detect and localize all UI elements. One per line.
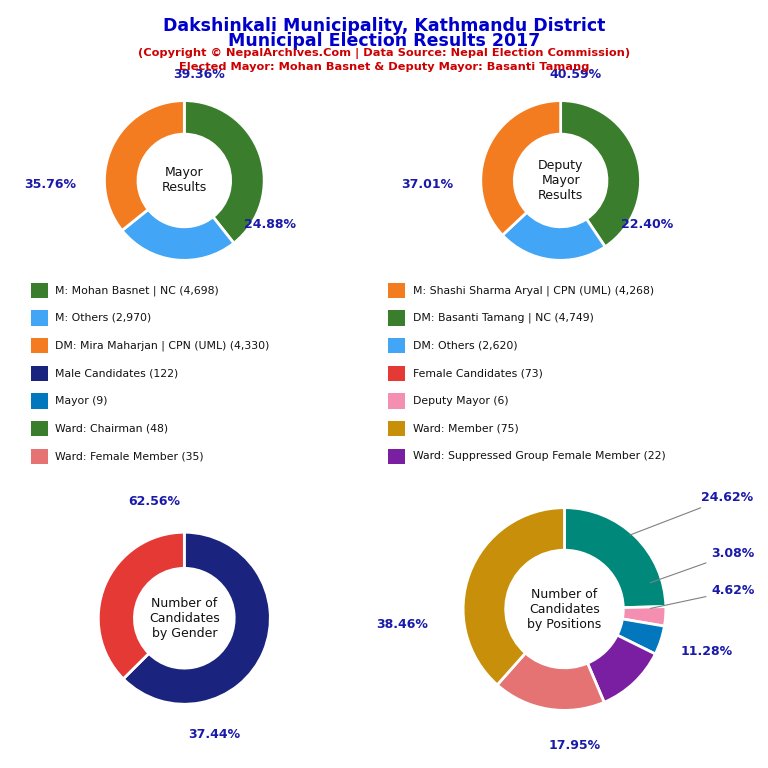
Wedge shape [561, 101, 641, 247]
Text: 37.01%: 37.01% [401, 178, 453, 191]
Wedge shape [497, 653, 604, 710]
Text: (Copyright © NepalArchives.Com | Data Source: Nepal Election Commission): (Copyright © NepalArchives.Com | Data So… [138, 48, 630, 59]
Text: Deputy
Mayor
Results: Deputy Mayor Results [538, 159, 584, 202]
Text: 62.56%: 62.56% [128, 495, 180, 508]
Text: 40.59%: 40.59% [549, 68, 601, 81]
Text: Ward: Suppressed Group Female Member (22): Ward: Suppressed Group Female Member (22… [413, 451, 666, 462]
Text: Municipal Election Results 2017: Municipal Election Results 2017 [228, 32, 540, 50]
Text: 38.46%: 38.46% [376, 617, 428, 631]
Text: 17.95%: 17.95% [548, 739, 601, 752]
Wedge shape [463, 508, 564, 685]
Text: Ward: Member (75): Ward: Member (75) [413, 423, 519, 434]
Text: Deputy Mayor (6): Deputy Mayor (6) [413, 396, 509, 406]
Text: Number of
Candidates
by Gender: Number of Candidates by Gender [149, 597, 220, 640]
Wedge shape [588, 635, 655, 702]
Wedge shape [184, 101, 264, 243]
Text: DM: Others (2,620): DM: Others (2,620) [413, 340, 518, 351]
Text: 22.40%: 22.40% [621, 218, 673, 231]
Wedge shape [481, 101, 561, 235]
Text: Female Candidates (73): Female Candidates (73) [413, 368, 543, 379]
Text: Mayor (9): Mayor (9) [55, 396, 108, 406]
Text: 24.88%: 24.88% [244, 218, 296, 231]
Text: M: Mohan Basnet | NC (4,698): M: Mohan Basnet | NC (4,698) [55, 285, 219, 296]
Wedge shape [122, 210, 233, 260]
Text: Number of
Candidates
by Positions: Number of Candidates by Positions [528, 588, 601, 631]
Text: 39.36%: 39.36% [173, 68, 224, 81]
Text: M: Shashi Sharma Aryal | CPN (UML) (4,268): M: Shashi Sharma Aryal | CPN (UML) (4,26… [413, 285, 654, 296]
Wedge shape [104, 101, 184, 230]
Wedge shape [502, 212, 605, 260]
Text: 3.08%: 3.08% [650, 547, 755, 583]
Text: 4.62%: 4.62% [650, 584, 755, 608]
Text: Male Candidates (122): Male Candidates (122) [55, 368, 178, 379]
Wedge shape [622, 607, 666, 626]
Text: Elected Mayor: Mohan Basnet & Deputy Mayor: Basanti Tamang: Elected Mayor: Mohan Basnet & Deputy May… [179, 62, 589, 72]
Wedge shape [564, 508, 666, 607]
Wedge shape [124, 532, 270, 704]
Text: Dakshinkali Municipality, Kathmandu District: Dakshinkali Municipality, Kathmandu Dist… [163, 17, 605, 35]
Text: Ward: Female Member (35): Ward: Female Member (35) [55, 451, 204, 462]
Text: 24.62%: 24.62% [630, 491, 753, 535]
Wedge shape [98, 532, 184, 679]
Text: 35.76%: 35.76% [25, 178, 77, 191]
Wedge shape [617, 619, 664, 654]
Text: DM: Mira Maharjan | CPN (UML) (4,330): DM: Mira Maharjan | CPN (UML) (4,330) [55, 340, 270, 351]
Text: Mayor
Results: Mayor Results [162, 167, 207, 194]
Text: 37.44%: 37.44% [188, 728, 240, 741]
Text: 11.28%: 11.28% [681, 645, 733, 658]
Text: DM: Basanti Tamang | NC (4,749): DM: Basanti Tamang | NC (4,749) [413, 313, 594, 323]
Text: M: Others (2,970): M: Others (2,970) [55, 313, 151, 323]
Text: Ward: Chairman (48): Ward: Chairman (48) [55, 423, 168, 434]
